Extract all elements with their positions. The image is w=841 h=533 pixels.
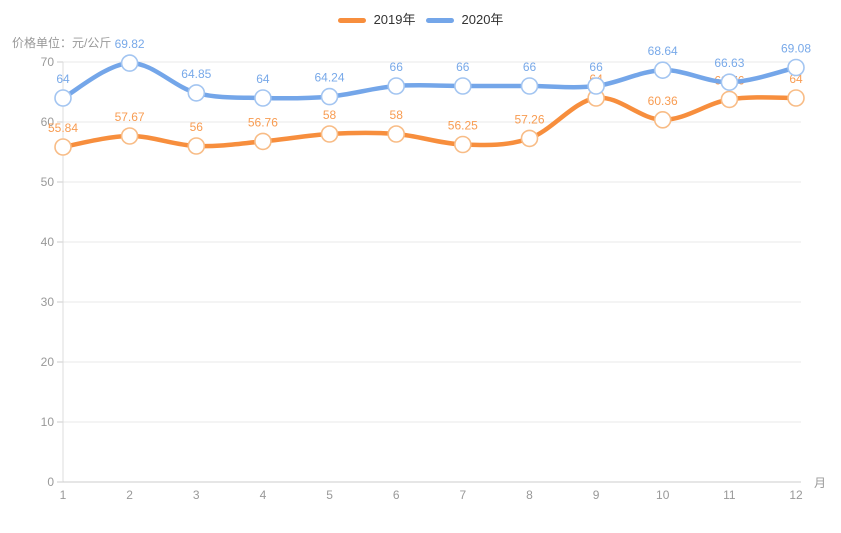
data-point-2019-month-4[interactable]	[254, 132, 272, 151]
data-point-2019-month-6[interactable]	[387, 125, 406, 143]
data-point-2020-month-4[interactable]	[254, 89, 272, 107]
x-axis-tick-label: 12	[789, 488, 803, 502]
data-point-2020-month-8[interactable]	[520, 77, 539, 95]
data-label-2020-month-11: 66.63	[714, 56, 744, 70]
y-axis-tick-label: 70	[41, 55, 55, 69]
data-point-2019-month-2[interactable]	[120, 127, 139, 145]
legend-label-2019: 2019年	[373, 12, 416, 27]
y-axis-tick-label: 50	[41, 175, 55, 189]
legend-item-2020[interactable]: 2020年	[425, 12, 504, 28]
data-label-2020-month-10: 68.64	[648, 44, 678, 58]
x-axis-tick-label: 2	[126, 488, 133, 502]
x-axis-tick-label: 9	[593, 488, 600, 502]
x-axis-tick-label: 10	[656, 488, 670, 502]
data-label-2019-month-1: 55.84	[48, 121, 78, 135]
data-point-2019-month-10[interactable]	[653, 111, 672, 129]
y-axis-tick-label: 30	[41, 295, 55, 309]
y-axis-tick-label: 20	[41, 355, 55, 369]
data-point-2019-month-3[interactable]	[187, 137, 206, 155]
data-point-2020-month-6[interactable]	[387, 77, 406, 95]
data-point-2019-month-7[interactable]	[453, 135, 472, 154]
series-line-2020	[60, 60, 799, 101]
legend-swatch-2020-icon	[425, 17, 454, 23]
y-axis-tick-label: 0	[47, 475, 54, 489]
data-point-2020-month-9[interactable]	[587, 77, 605, 95]
x-axis-name: 月	[814, 476, 826, 490]
data-label-2019-month-4: 56.76	[248, 115, 278, 129]
data-label-2020-month-12: 69.08	[781, 42, 811, 56]
legend-swatch-2019-icon	[337, 17, 366, 23]
data-label-2019-month-8: 57.26	[514, 112, 544, 126]
data-point-2019-month-11[interactable]	[720, 90, 739, 109]
data-point-2019-month-12[interactable]	[787, 89, 805, 107]
x-axis-tick-label: 3	[193, 488, 200, 502]
x-axis-tick-label: 6	[393, 488, 400, 502]
data-label-2020-month-7: 66	[456, 60, 470, 74]
legend-item-2019[interactable]: 2019年	[337, 12, 416, 28]
x-axis-tick-label: 8	[526, 488, 533, 502]
x-axis-tick-label: 4	[260, 488, 267, 502]
data-label-2019-month-10: 60.36	[648, 94, 678, 108]
data-point-2019-month-5[interactable]	[320, 125, 339, 143]
data-point-2019-month-1[interactable]	[54, 138, 72, 156]
data-point-2020-month-10[interactable]	[653, 61, 672, 79]
data-point-2020-month-11[interactable]	[720, 73, 739, 91]
data-label-2020-month-6: 66	[390, 60, 404, 74]
x-axis-tick-label: 7	[459, 488, 466, 502]
data-point-2020-month-1[interactable]	[54, 89, 72, 107]
data-label-2020-month-4: 64	[256, 72, 270, 86]
data-point-2020-month-12[interactable]	[787, 58, 805, 77]
x-axis-tick-label: 1	[60, 488, 67, 502]
data-label-2020-month-1: 64	[56, 72, 70, 86]
data-label-2020-month-5: 64.24	[314, 71, 344, 85]
data-point-2019-month-8[interactable]	[520, 129, 539, 148]
legend-label-2020: 2020年	[461, 12, 504, 27]
data-label-2019-month-6: 58	[390, 108, 404, 122]
data-point-2020-month-7[interactable]	[453, 77, 472, 95]
data-point-2020-month-5[interactable]	[320, 87, 339, 106]
y-axis-tick-label: 10	[41, 415, 55, 429]
data-label-2020-month-8: 66	[523, 60, 537, 74]
y-axis-tick-label: 40	[41, 235, 55, 249]
x-axis-tick-label: 11	[723, 488, 736, 502]
data-label-2020-month-9: 66	[589, 60, 603, 74]
data-label-2019-month-7: 56.25	[448, 119, 478, 133]
data-label-2020-month-2: 69.82	[115, 37, 145, 51]
y-axis-unit-label: 价格单位：元/公斤	[12, 36, 112, 50]
data-label-2019-month-5: 58	[323, 108, 337, 122]
data-point-2020-month-2[interactable]	[120, 54, 139, 72]
chart-legend: 2019年 2020年	[0, 12, 841, 28]
y-axis-tick-label: 60	[41, 115, 55, 129]
x-axis-tick-label: 5	[326, 488, 333, 502]
data-label-2019-month-3: 56	[190, 120, 204, 134]
data-label-2019-month-2: 57.67	[115, 110, 145, 124]
data-label-2020-month-3: 64.85	[181, 67, 211, 81]
data-point-2020-month-3[interactable]	[187, 84, 206, 102]
